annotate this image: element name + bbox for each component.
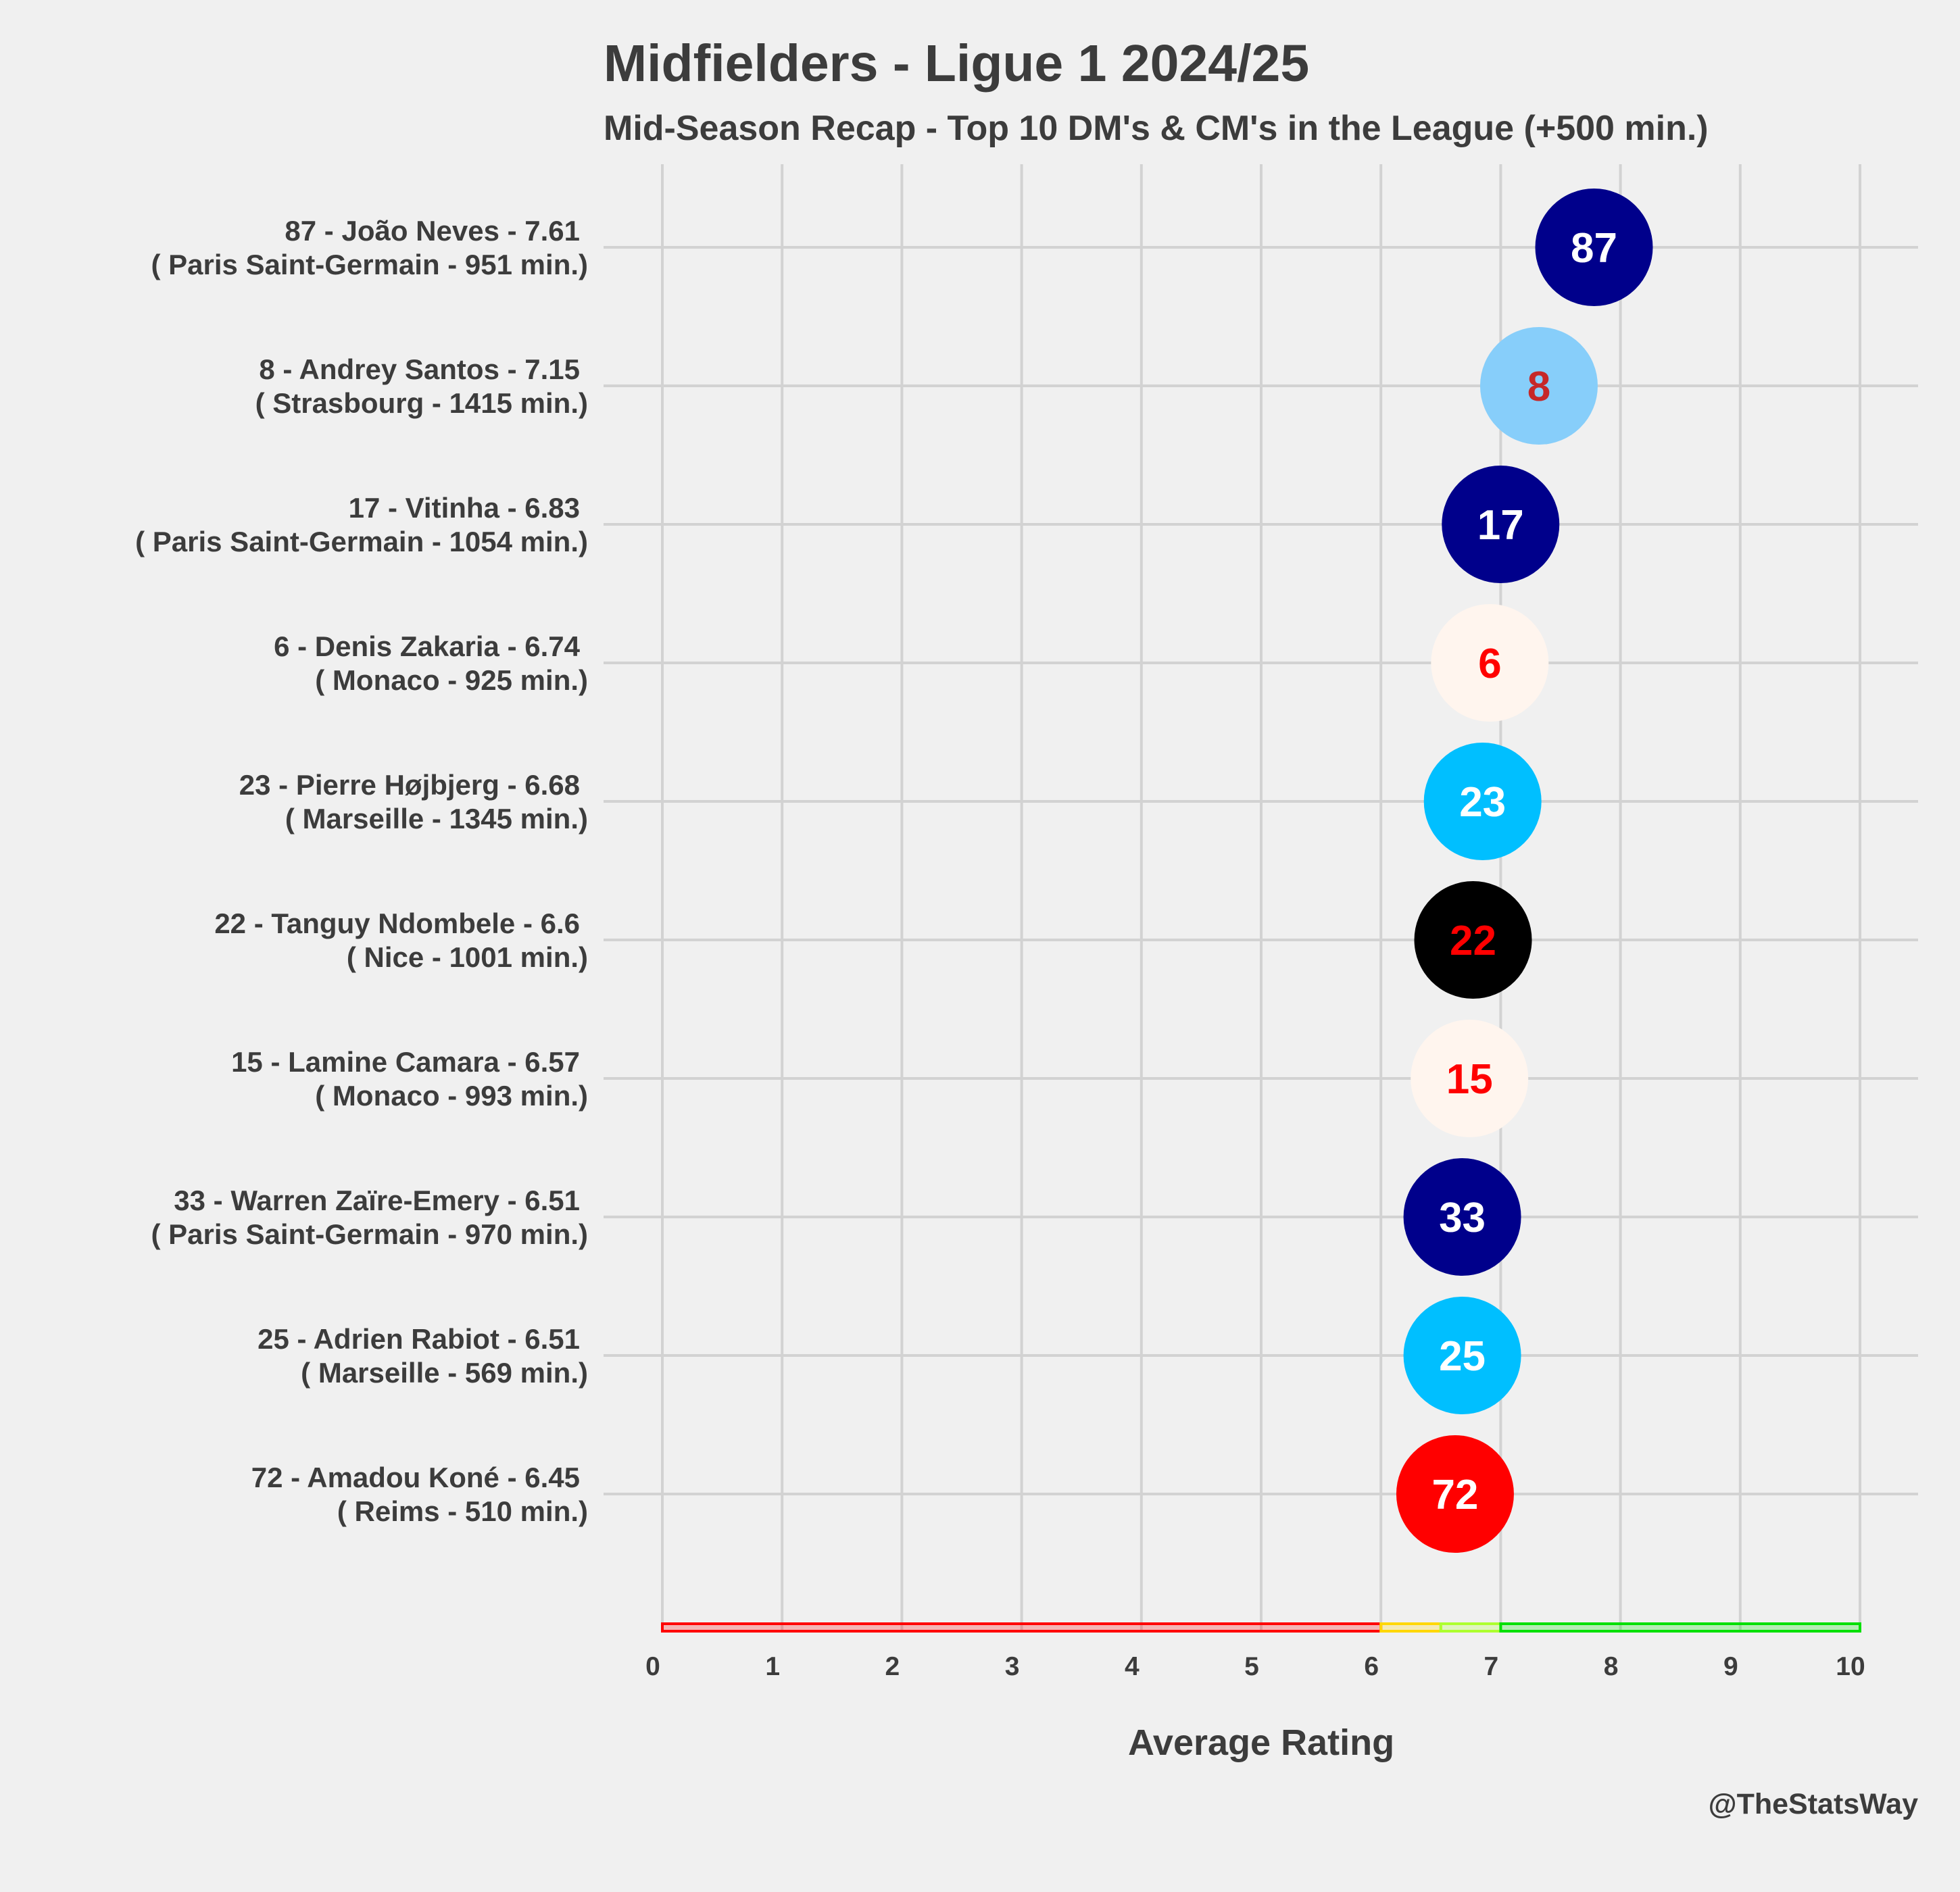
player-bubble <box>1442 466 1560 583</box>
player-bubble <box>1411 1020 1529 1137</box>
player-label-team: ( Monaco - 925 min.) <box>315 664 588 696</box>
rating-band <box>1379 1622 1442 1633</box>
chart-subtitle: Mid-Season Recap - Top 10 DM's & CM's in… <box>604 109 1709 148</box>
player-label-team: ( Marseille - 569 min.) <box>301 1357 588 1389</box>
x-tick-label: 9 <box>1723 1652 1738 1681</box>
player-label-team: ( Strasbourg - 1415 min.) <box>255 387 588 419</box>
player-label-team: ( Marseille - 1345 min.) <box>285 803 588 835</box>
x-axis-ticks: 0 1 2 3 4 5 6 7 8 9 10 <box>645 1652 1865 1681</box>
rating-band <box>1499 1622 1861 1633</box>
player-label-name: 87 - João Neves - 7.61 <box>285 215 580 247</box>
player-label-team: ( Paris Saint-Germain - 951 min.) <box>151 249 588 280</box>
player-bubble <box>1403 1158 1521 1276</box>
player-bubble <box>1535 189 1653 306</box>
player-label-team: ( Reims - 510 min.) <box>337 1495 588 1527</box>
player-label-name: 72 - Amadou Koné - 6.45 <box>251 1462 580 1493</box>
player-bubble <box>1423 743 1542 860</box>
player-label-name: 25 - Adrien Rabiot - 6.51 <box>258 1323 580 1355</box>
player-bubble <box>1414 881 1532 999</box>
player-number: 6 <box>1478 641 1501 687</box>
player-label-name: 8 - Andrey Santos - 7.15 <box>259 353 580 385</box>
player-number: 72 <box>1431 1472 1478 1518</box>
player-number: 8 <box>1527 364 1550 410</box>
player-number: 25 <box>1439 1333 1486 1380</box>
x-tick-label: 10 <box>1836 1652 1865 1681</box>
player-bubbles: 87 8 17 6 23 22 15 33 25 72 <box>1396 189 1653 1553</box>
x-tick-label: 7 <box>1484 1652 1499 1681</box>
player-label-name: 17 - Vitinha - 6.83 <box>349 492 580 524</box>
player-bubble <box>1479 327 1598 445</box>
player-bubble <box>1431 604 1549 722</box>
chart-title: Midfielders - Ligue 1 2024/25 <box>604 34 1309 93</box>
x-tick-label: 2 <box>885 1652 900 1681</box>
player-label-name: 15 - Lamine Camara - 6.57 <box>231 1046 580 1078</box>
player-number: 87 <box>1571 225 1617 272</box>
player-label-name: 22 - Tanguy Ndombele - 6.6 <box>214 907 580 939</box>
rating-band <box>661 1622 1383 1633</box>
player-number: 23 <box>1459 779 1506 826</box>
x-axis-label: Average Rating <box>1128 1722 1394 1763</box>
player-label-team: ( Paris Saint-Germain - 1054 min.) <box>135 526 588 557</box>
player-number: 33 <box>1439 1195 1486 1241</box>
player-bubble <box>1396 1435 1514 1553</box>
x-tick-label: 5 <box>1244 1652 1259 1681</box>
player-label-name: 33 - Warren Zaïre-Emery - 6.51 <box>174 1185 580 1216</box>
x-tick-label: 1 <box>765 1652 780 1681</box>
player-number: 15 <box>1446 1056 1493 1103</box>
x-tick-label: 4 <box>1125 1652 1140 1681</box>
player-number: 17 <box>1477 502 1524 549</box>
player-label-name: 6 - Denis Zakaria - 6.74 <box>274 630 581 662</box>
credit-handle: @TheStatsWay <box>1709 1788 1918 1820</box>
x-tick-label: 8 <box>1604 1652 1619 1681</box>
player-number: 22 <box>1450 918 1496 964</box>
x-tick-label: 0 <box>645 1652 660 1681</box>
grid <box>604 164 1918 1632</box>
player-label-name: 23 - Pierre Højbjerg - 6.68 <box>239 769 580 801</box>
player-label-team: ( Paris Saint-Germain - 970 min.) <box>151 1218 588 1250</box>
x-tick-label: 6 <box>1364 1652 1379 1681</box>
player-label-team: ( Nice - 1001 min.) <box>347 941 588 973</box>
player-labels: 87 - João Neves - 7.61( Paris Saint-Germ… <box>135 215 588 1527</box>
player-label-team: ( Monaco - 993 min.) <box>315 1080 588 1112</box>
rating-band <box>1439 1622 1502 1633</box>
rating-bands <box>661 1622 1861 1633</box>
player-bubble <box>1403 1297 1521 1414</box>
x-tick-label: 3 <box>1005 1652 1020 1681</box>
